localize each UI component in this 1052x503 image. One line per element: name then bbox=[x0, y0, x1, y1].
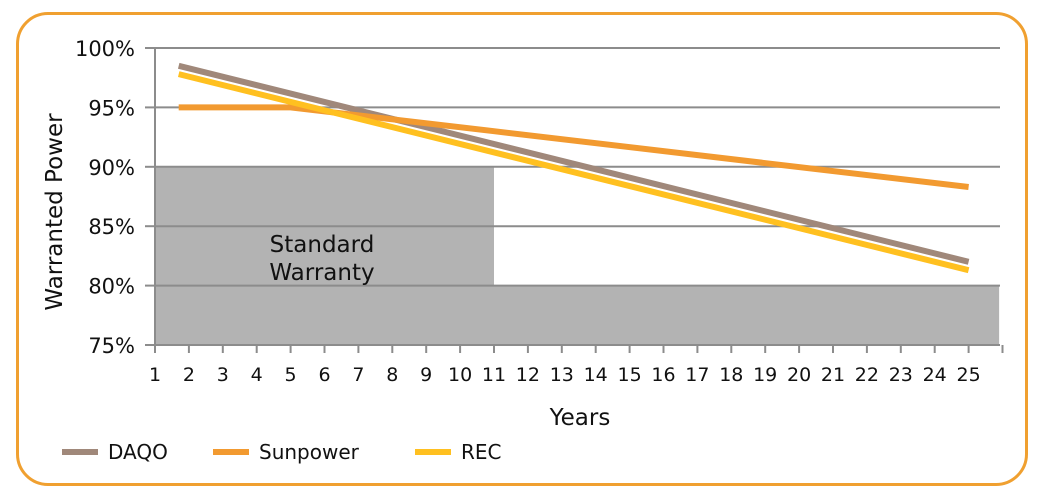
series-line-sunpower bbox=[178, 104, 969, 190]
legend-label-daqo: DAQO bbox=[108, 440, 168, 464]
x-tick-label: 19 bbox=[753, 364, 777, 386]
y-tick-label: 95% bbox=[88, 96, 135, 120]
x-tick-label: 9 bbox=[420, 364, 432, 386]
x-tick-label: 7 bbox=[352, 364, 364, 386]
x-tick-label: 25 bbox=[957, 364, 981, 386]
region-label-line-1: Standard bbox=[270, 232, 375, 258]
y-tick-label: 85% bbox=[88, 215, 135, 239]
x-tick-label: 2 bbox=[183, 364, 195, 386]
series-line-rec bbox=[177, 71, 970, 274]
x-tick-label: 6 bbox=[318, 364, 330, 386]
legend-label-sunpower: Sunpower bbox=[259, 440, 360, 464]
warranty-region-2 bbox=[494, 285, 1000, 345]
x-tick-label: 8 bbox=[386, 364, 398, 386]
series-line-daqo bbox=[177, 62, 970, 265]
legend-label-rec: REC bbox=[461, 440, 502, 464]
y-tick-labels: 75% 80% 85% 90% 95% 100% bbox=[75, 37, 135, 358]
x-tick-label: 18 bbox=[719, 364, 743, 386]
warranty-regions bbox=[155, 166, 1000, 345]
x-tick-label: 21 bbox=[821, 364, 845, 386]
x-tick-label: 14 bbox=[584, 364, 608, 386]
x-tick-label: 20 bbox=[787, 364, 811, 386]
x-tick-label: 5 bbox=[285, 364, 297, 386]
legend: DAQO Sunpower REC bbox=[62, 440, 502, 464]
x-tick-label: 13 bbox=[550, 364, 574, 386]
warranty-region-1 bbox=[155, 166, 494, 345]
series-lines bbox=[177, 62, 970, 274]
y-tick-label: 80% bbox=[88, 275, 135, 299]
y-tick-label: 75% bbox=[88, 334, 135, 358]
x-tick-label: 23 bbox=[889, 364, 913, 386]
x-tick-label: 16 bbox=[651, 364, 675, 386]
x-tick-label: 12 bbox=[516, 364, 540, 386]
x-tick-label: 1 bbox=[149, 364, 161, 386]
x-tick-label: 17 bbox=[685, 364, 709, 386]
x-tick-label: 4 bbox=[251, 364, 263, 386]
x-tick-label: 22 bbox=[855, 364, 879, 386]
axes bbox=[145, 47, 1004, 353]
y-axis-title: Warranted Power bbox=[42, 113, 68, 311]
x-tick-label: 10 bbox=[448, 364, 472, 386]
x-tick-label: 15 bbox=[618, 364, 642, 386]
x-axis-title: Years bbox=[549, 405, 611, 431]
x-tick-label: 11 bbox=[482, 364, 506, 386]
region-label-line-2: Warranty bbox=[269, 260, 374, 286]
x-tick-label: 3 bbox=[217, 364, 229, 386]
y-tick-label: 90% bbox=[88, 156, 135, 180]
y-tick-label: 100% bbox=[75, 37, 135, 61]
x-tick-label: 24 bbox=[923, 364, 947, 386]
x-tick-labels: 1 2 3 4 5 6 7 8 9 10 11 12 13 14 15 16 17 18 19 20 21 22 23 24 2… bbox=[149, 364, 981, 386]
